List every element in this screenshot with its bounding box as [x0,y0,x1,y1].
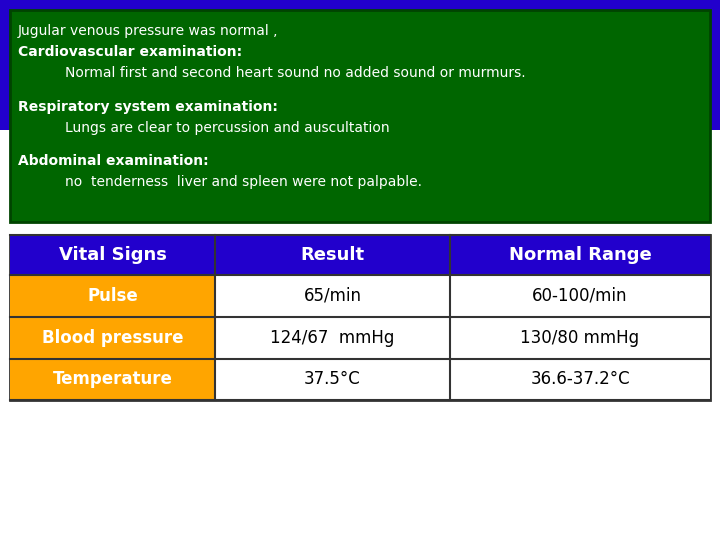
Text: Temperature: Temperature [53,370,172,388]
Text: 130/80 mmHg: 130/80 mmHg [521,329,639,347]
Text: Acute Kidney Injury: Acute Kidney Injury [191,31,529,60]
FancyBboxPatch shape [10,235,710,400]
Text: Pulse: Pulse [87,287,138,305]
FancyBboxPatch shape [10,275,215,317]
FancyBboxPatch shape [10,10,710,222]
FancyBboxPatch shape [215,359,710,400]
Text: no  tenderness  liver and spleen were not palpable.: no tenderness liver and spleen were not … [65,175,422,189]
Text: Normal first and second heart sound no added sound or murmurs.: Normal first and second heart sound no a… [65,66,526,80]
Text: 124/67  mmHg: 124/67 mmHg [270,329,395,347]
Text: 37.5°C: 37.5°C [304,370,361,388]
Text: 60-100/min: 60-100/min [532,287,628,305]
Text: Blood pressure: Blood pressure [42,329,184,347]
FancyBboxPatch shape [0,0,720,130]
Text: Normal Range: Normal Range [508,246,652,264]
Text: Vital Signs: Vital Signs [58,246,166,264]
Text: Scenario 4: Scenario 4 [10,91,143,111]
Text: 36.6-37.2°C: 36.6-37.2°C [530,370,630,388]
Text: Cardiovascular examination:: Cardiovascular examination: [18,45,242,59]
FancyBboxPatch shape [10,317,215,359]
Text: Result: Result [300,246,364,264]
Text: Jugular venous pressure was normal ,: Jugular venous pressure was normal , [18,24,279,38]
Text: Respiratory system examination:: Respiratory system examination: [18,99,278,113]
FancyBboxPatch shape [10,359,215,400]
FancyBboxPatch shape [215,317,710,359]
Text: Abdominal examination:: Abdominal examination: [18,154,209,168]
Text: 65/min: 65/min [304,287,361,305]
FancyBboxPatch shape [215,275,710,317]
Text: Lungs are clear to percussion and auscultation: Lungs are clear to percussion and auscul… [65,120,390,134]
FancyBboxPatch shape [10,235,710,275]
